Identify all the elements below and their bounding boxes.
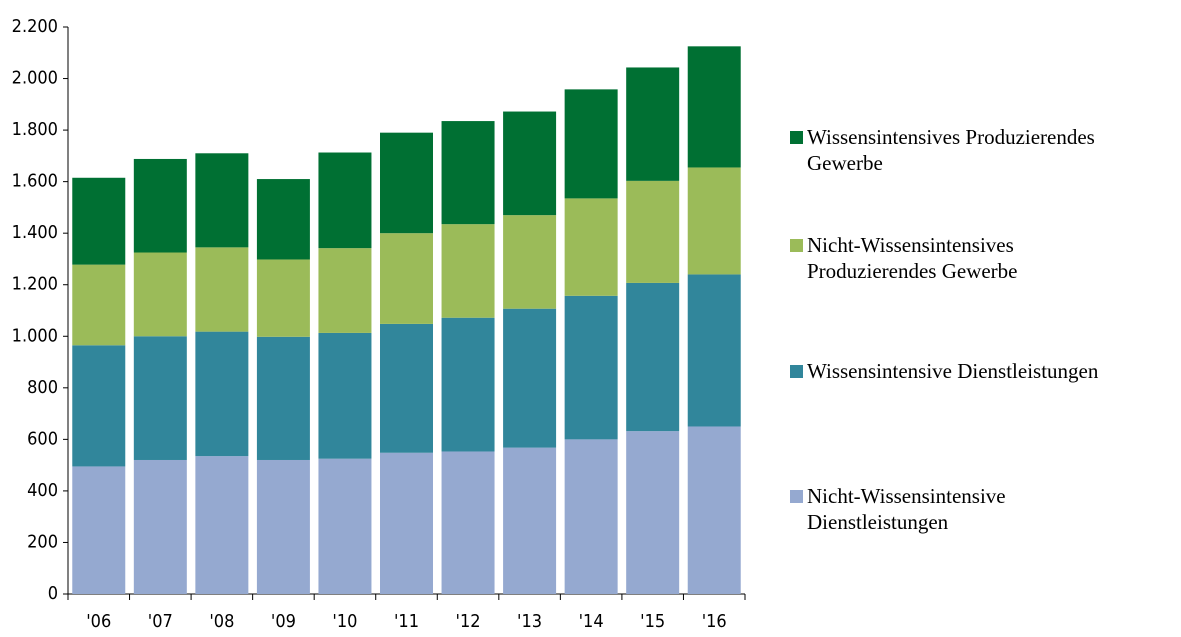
- legend-item: Wissensintensive Dienstleistungen: [790, 358, 1180, 384]
- y-tick-label: 600: [27, 428, 58, 449]
- bar-segment: [133, 158, 187, 253]
- chart: 0 200 400 600 800 1.000 1.200 1.400 1.600 1.800 2.…: [12, 16, 746, 632]
- bar-segment: [256, 179, 310, 260]
- bar-segment: [72, 264, 126, 346]
- y-tick-label: 0: [48, 583, 58, 604]
- bar-segment: [256, 259, 310, 337]
- y-tick-label: 1.000: [12, 325, 58, 346]
- bar-segment: [687, 167, 741, 275]
- bar-segment: [626, 282, 680, 432]
- y-tick-label: 1.400: [12, 222, 58, 243]
- x-tick-label: '15: [640, 611, 665, 632]
- y-tick-label: 2.000: [12, 68, 58, 89]
- bar-segment: [380, 132, 433, 234]
- bar-segment: [380, 452, 433, 594]
- bar-segment: [503, 215, 557, 309]
- bar-segment: [503, 308, 557, 448]
- legend-swatch: [790, 239, 803, 252]
- x-tick-label: '16: [702, 611, 727, 632]
- bar-segment: [195, 331, 249, 457]
- bar-segment: [318, 248, 372, 333]
- bar-segment: [133, 252, 187, 337]
- bar-segment: [256, 459, 310, 594]
- y-tick-label: 2.200: [12, 16, 58, 37]
- y-tick-label: 1.600: [12, 171, 58, 192]
- y-tick-label: 1.200: [12, 274, 58, 295]
- bar-segment: [133, 336, 187, 460]
- bar-segment: [564, 89, 618, 199]
- bar-segment: [687, 426, 741, 594]
- x-tick-label: '09: [271, 611, 296, 632]
- bar-segment: [441, 121, 495, 225]
- bar-segment: [503, 447, 557, 594]
- bar-segment: [72, 345, 126, 467]
- bar-segment: [564, 198, 618, 296]
- bar-segment: [72, 466, 126, 594]
- bar-segment: [441, 451, 495, 594]
- legend-swatch: [790, 490, 803, 503]
- bar-segment: [72, 177, 126, 265]
- x-tick-label: '14: [579, 611, 604, 632]
- bar-segment: [564, 295, 618, 440]
- y-tick-label: 1.800: [12, 119, 58, 140]
- legend-item: Nicht-Wissensintensives Produzierendes G…: [790, 232, 1180, 284]
- bar-segment: [195, 247, 249, 332]
- bar-segment: [626, 180, 680, 283]
- bar-segment: [626, 431, 680, 594]
- x-tick-label: '12: [456, 611, 481, 632]
- y-tick-label: 400: [27, 480, 58, 501]
- bar-segment: [564, 439, 618, 594]
- bar-segment: [380, 233, 433, 324]
- bar-segment: [318, 332, 372, 459]
- bar-segment: [318, 152, 372, 249]
- bar-segment: [441, 224, 495, 318]
- legend-label: Nicht-Wissensintensives Produzierendes G…: [807, 233, 1018, 283]
- bar-segment: [441, 317, 495, 452]
- bar-segment: [256, 336, 310, 460]
- bar-segment: [503, 111, 557, 216]
- legend-swatch: [790, 131, 803, 144]
- bar-segment: [626, 67, 680, 181]
- x-tick-label: '11: [394, 611, 419, 632]
- legend-swatch: [790, 365, 803, 378]
- legend-label: Wissensintensive Dienstleistungen: [807, 359, 1099, 383]
- legend-item: Wissensintensives Produzierendes Gewerbe: [790, 124, 1180, 176]
- legend-label: Nicht-Wissensintensive Dienstleistungen: [807, 484, 1006, 534]
- y-tick-label: 200: [27, 531, 58, 552]
- bar-segment: [687, 46, 741, 168]
- x-tick-label: '06: [86, 611, 111, 632]
- x-tick-label: '07: [148, 611, 173, 632]
- bar-segment: [195, 153, 249, 248]
- x-tick-label: '08: [209, 611, 234, 632]
- legend-item: Nicht-Wissensintensive Dienstleistungen: [790, 483, 1180, 535]
- bar-segment: [318, 458, 372, 594]
- bar-segment: [687, 274, 741, 427]
- legend-label: Wissensintensives Produzierendes Gewerbe: [807, 125, 1095, 175]
- x-tick-label: '13: [517, 611, 542, 632]
- x-tick-label: '10: [332, 611, 357, 632]
- bar-segment: [380, 323, 433, 453]
- y-tick-label: 800: [27, 377, 58, 398]
- bar-segment: [195, 456, 249, 594]
- bar-segment: [133, 459, 187, 594]
